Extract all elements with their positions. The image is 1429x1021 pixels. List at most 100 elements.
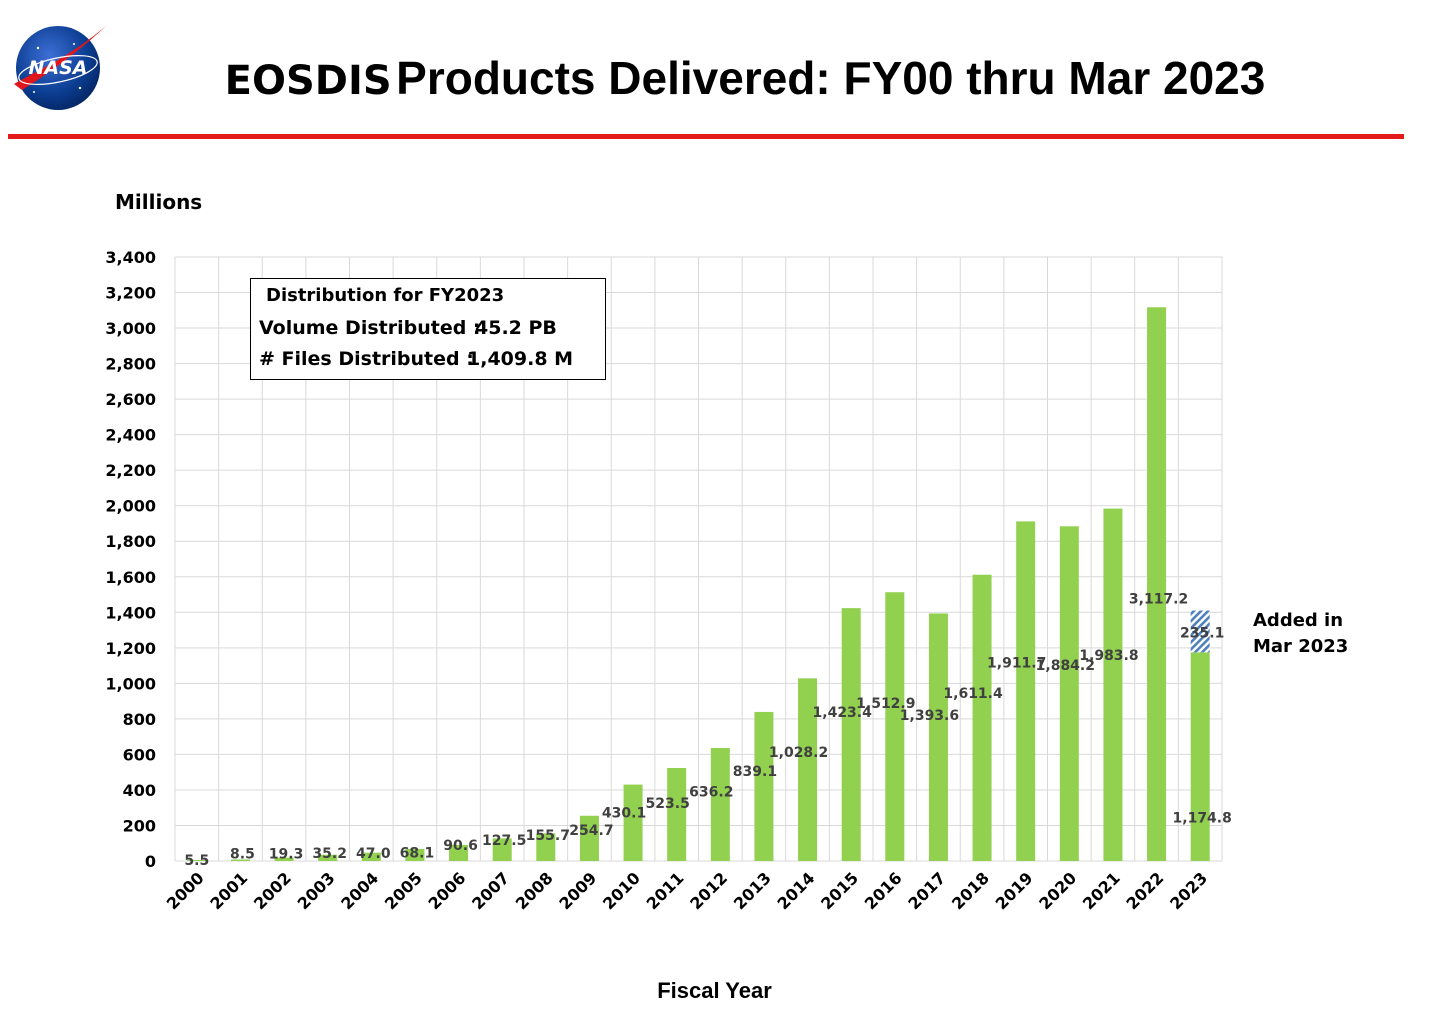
x-tick-label-2016: 2016 [861,868,906,913]
data-label-2023: 1,174.8 [1173,811,1232,827]
data-label-2013: 839.1 [733,764,777,780]
data-label-2019: 1,911.7 [987,655,1046,671]
bar-2008 [536,833,556,861]
y-tick-label: 2,600 [105,390,156,409]
bar-2022 [1147,307,1167,861]
data-label-2001: 8.5 [230,847,255,863]
side-note-line-1: Added in [1253,610,1344,631]
bar-2014 [798,678,818,861]
x-tick-label-2018: 2018 [948,868,993,913]
y-tick-label: 3,200 [105,284,156,303]
y-tick-label: 1,000 [105,674,156,693]
x-tick-label-2003: 2003 [294,868,339,913]
y-tick-label: 3,400 [105,248,156,267]
data-label-2000: 5.5 [184,853,209,869]
bar-2023 [1190,652,1210,861]
bar-2011 [667,768,687,861]
bar-2012 [710,747,730,861]
x-tick-label-2000: 2000 [163,868,208,913]
data-label-2011: 523.5 [646,796,690,812]
x-tick-label-2020: 2020 [1035,868,1080,913]
x-tick-label-2004: 2004 [337,868,382,913]
data-label-2017: 1,393.6 [900,708,959,724]
data-label-2007: 127.5 [482,833,526,849]
x-tick-label-2013: 2013 [730,868,775,913]
page-title: EOSDIS Products Delivered: FY00 thru Mar… [140,48,1350,120]
y-tick-label: 2,800 [105,355,156,374]
title-divider [8,134,1404,139]
data-label-2005: 68.1 [400,846,435,862]
bar-2015 [841,608,861,861]
y-axis-label: Millions [115,190,203,214]
bar-2010 [623,784,643,861]
y-tick-label: 400 [123,781,156,800]
y-tick-label: 800 [123,710,156,729]
y-tick-label: 0 [145,852,156,871]
bar-2009 [579,815,599,861]
bar-2002 [274,857,294,861]
bar-added-2023 [1190,610,1210,653]
data-label-2015: 1,423.4 [813,705,873,721]
x-tick-label-2010: 2010 [599,868,644,913]
data-label-2012: 636.2 [689,785,733,801]
y-tick-label: 1,800 [105,532,156,551]
data-label-2022: 3,117.2 [1129,591,1188,607]
bar-2005 [405,848,425,861]
files-row: # Files Distributed : 1,409.8 M [259,348,573,370]
y-tick-label: 1,400 [105,603,156,622]
title-part-1: EOSDIS [224,58,392,104]
info-box-heading: Distribution for FY2023 [266,285,505,306]
bar-2013 [754,711,774,861]
x-tick-label-2002: 2002 [250,868,295,913]
volume-row: Volume Distributed : 45.2 PB [259,317,557,339]
y-tick-label: 200 [123,816,156,835]
bar-2019 [1016,521,1036,861]
files-label: # Files Distributed : [259,348,474,370]
volume-label: Volume Distributed : [259,317,481,339]
x-tick-label-2022: 2022 [1122,868,1167,913]
files-value: 1,409.8 M [467,348,574,370]
x-tick-label-2014: 2014 [773,868,818,913]
data-label-2016: 1,512.9 [856,696,915,712]
x-tick-label-2015: 2015 [817,868,862,913]
data-label-2009: 254.7 [569,823,613,839]
volume-value: 45.2 PB [475,317,557,339]
data-label-2014: 1,028.2 [769,745,828,761]
x-tick-label-2008: 2008 [512,868,557,913]
y-tick-label: 3,000 [105,319,156,338]
data-label-2008: 155.7 [526,828,570,844]
bar-2004 [361,852,381,861]
bar-2007 [492,838,512,861]
bar-2001 [230,859,250,861]
data-label-2020: 1,884.2 [1036,658,1095,674]
title-part-2: Products Delivered: FY00 thru Mar 2023 [396,52,1266,104]
x-tick-label-2019: 2019 [992,868,1037,913]
data-label-2006: 90.6 [443,838,478,854]
x-tick-label-2005: 2005 [381,868,426,913]
x-tick-label-2023: 2023 [1166,868,1211,913]
data-label-2003: 35.2 [312,846,347,862]
y-tick-label: 600 [123,745,156,764]
bar-2000 [187,860,207,861]
added-in-mar-2023-note: Added in Mar 2023 [1253,608,1348,660]
x-tick-label-2017: 2017 [904,868,949,913]
bar-2016 [885,592,905,861]
data-label-added-2023: 235.1 [1180,625,1224,641]
x-tick-label-2021: 2021 [1079,868,1124,913]
y-tick-label: 1,600 [105,568,156,587]
bar-2021 [1103,508,1123,861]
x-tick-label-2012: 2012 [686,868,731,913]
y-tick-label: 2,400 [105,426,156,445]
bar-2020 [1059,526,1079,861]
x-tick-label-2001: 2001 [206,868,251,913]
nasa-logo: NASA [14,26,106,110]
x-tick-label-2011: 2011 [643,868,688,913]
svg-text:NASA: NASA [29,57,88,79]
data-label-2018: 1,611.4 [943,686,1003,702]
x-tick-label-2007: 2007 [468,868,513,913]
data-label-2004: 47.0 [356,846,391,862]
x-axis-label: Fiscal Year [657,978,772,1003]
x-tick-label-2006: 2006 [424,868,469,913]
x-tick-label-2009: 2009 [555,868,600,913]
